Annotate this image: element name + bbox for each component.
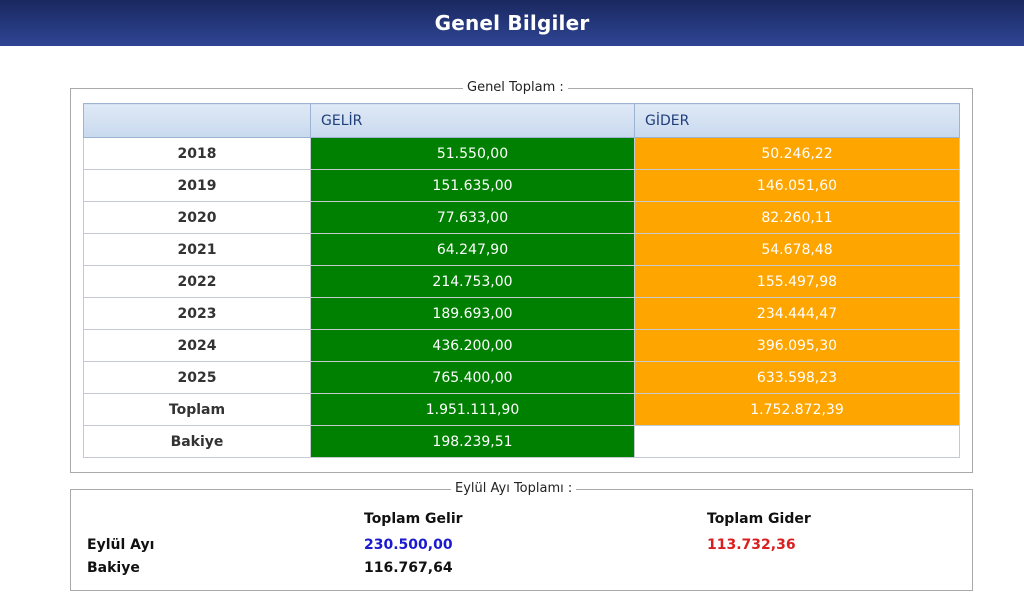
table-row: 2019 151.635,00 146.051,60 xyxy=(83,169,960,202)
ay-gider-value: 113.732,36 xyxy=(707,537,796,553)
table-header-row: GELİR GİDER xyxy=(83,103,960,138)
row-label: 2018 xyxy=(83,137,311,170)
gelir-total-cell: 1.951.111,90 xyxy=(310,393,635,426)
gider-cell: 50.246,22 xyxy=(634,137,960,170)
page-title: Genel Bilgiler xyxy=(434,11,590,35)
gider-cell: 146.051,60 xyxy=(634,169,960,202)
row-label: Bakiye xyxy=(83,425,311,458)
row-label: 2025 xyxy=(83,361,311,394)
gider-total-cell: 1.752.872,39 xyxy=(634,393,960,426)
column-header-gelir: GELİR xyxy=(310,103,635,138)
ay-gelir-value: 230.500,00 xyxy=(364,537,453,553)
ay-label: Eylül Ayı xyxy=(87,537,155,553)
gider-cell: 82.260,11 xyxy=(634,201,960,234)
row-label: 2024 xyxy=(83,329,311,362)
genel-toplam-legend: Genel Toplam : xyxy=(463,80,568,96)
bakiye-label: Bakiye xyxy=(87,560,140,576)
row-label: 2020 xyxy=(83,201,311,234)
genel-toplam-panel: Genel Toplam : GELİR GİDER 2018 51.550,0… xyxy=(70,80,973,473)
row-label: 2021 xyxy=(83,233,311,266)
table-row: 2021 64.247,90 54.678,48 xyxy=(83,233,960,266)
page-header: Genel Bilgiler xyxy=(0,0,1024,46)
toplam-gelir-label: Toplam Gelir xyxy=(364,511,463,527)
table-row: 2023 189.693,00 234.444,47 xyxy=(83,297,960,330)
table-row-total: Toplam 1.951.111,90 1.752.872,39 xyxy=(83,393,960,426)
row-label: 2023 xyxy=(83,297,311,330)
gelir-cell: 765.400,00 xyxy=(310,361,635,394)
genel-toplam-table: GELİR GİDER 2018 51.550,00 50.246,22 201… xyxy=(83,103,960,458)
aylik-toplam-legend: Eylül Ayı Toplamı : xyxy=(451,481,577,497)
toplam-gider-label: Toplam Gider xyxy=(707,511,811,527)
row-label: 2022 xyxy=(83,265,311,298)
gider-cell: 234.444,47 xyxy=(634,297,960,330)
aylik-toplam-panel: Eylül Ayı Toplamı : Toplam Gelir Toplam … xyxy=(70,481,973,591)
gelir-cell: 214.753,00 xyxy=(310,265,635,298)
gider-cell: 155.497,98 xyxy=(634,265,960,298)
gider-cell: 633.598,23 xyxy=(634,361,960,394)
gelir-cell: 77.633,00 xyxy=(310,201,635,234)
column-header-label xyxy=(83,103,311,138)
table-row: 2025 765.400,00 633.598,23 xyxy=(83,361,960,394)
ay-bakiye-value: 116.767,64 xyxy=(364,560,453,576)
table-row: 2024 436.200,00 396.095,30 xyxy=(83,329,960,362)
gelir-cell: 51.550,00 xyxy=(310,137,635,170)
table-row: 2020 77.633,00 82.260,11 xyxy=(83,201,960,234)
column-header-gider: GİDER xyxy=(634,103,960,138)
gider-cell: 54.678,48 xyxy=(634,233,960,266)
table-row: 2018 51.550,00 50.246,22 xyxy=(83,137,960,170)
gelir-cell: 436.200,00 xyxy=(310,329,635,362)
empty-cell xyxy=(634,425,960,458)
table-row-bakiye: Bakiye 198.239,51 xyxy=(83,425,960,458)
row-label: 2019 xyxy=(83,169,311,202)
gelir-cell: 64.247,90 xyxy=(310,233,635,266)
row-label: Toplam xyxy=(83,393,311,426)
gelir-cell: 189.693,00 xyxy=(310,297,635,330)
gelir-cell: 151.635,00 xyxy=(310,169,635,202)
table-row: 2022 214.753,00 155.497,98 xyxy=(83,265,960,298)
bakiye-cell: 198.239,51 xyxy=(310,425,635,458)
gider-cell: 396.095,30 xyxy=(634,329,960,362)
